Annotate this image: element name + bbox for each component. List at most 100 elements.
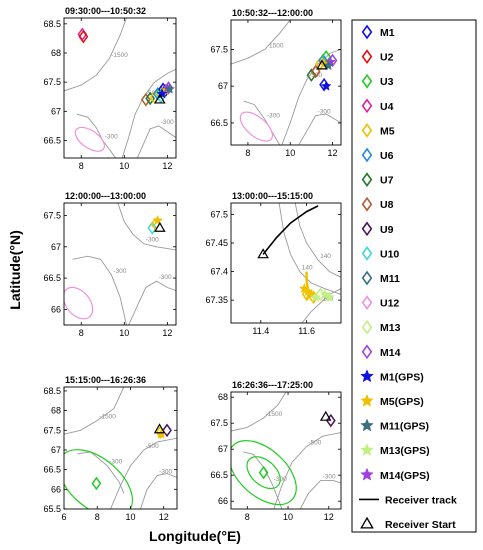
legend-frame <box>351 19 477 533</box>
legend-diamond-icon <box>361 319 373 335</box>
y-tick-label: 67 <box>218 444 228 454</box>
legend-star-icon <box>360 443 374 456</box>
contour-label: -300 <box>159 469 172 476</box>
legend-item: U10 <box>361 246 399 261</box>
legend-item: M13(GPS) <box>360 443 430 457</box>
chart-panel-1: -1500 -500 -300 -300 8 10 12 66.5 67 67.5 68 68.5 09… <box>43 6 177 171</box>
x-tick-label: 8 <box>95 512 100 522</box>
y-tick-label: 68.5 <box>43 386 61 396</box>
y-tick-label: 67.4 <box>210 267 228 277</box>
legend-label: U10 <box>380 248 399 260</box>
bathymetry-contour <box>128 280 176 325</box>
error-ellipse <box>74 126 105 152</box>
gps-star-marker <box>324 291 335 302</box>
y-tick-label: 66.5 <box>43 465 61 475</box>
y-tick-label: 66.5 <box>210 470 228 480</box>
chart-panel-4: 14014016011.411.667.3567.467.4567.513:00… <box>205 191 342 336</box>
y-tick-label: 67 <box>51 445 61 455</box>
legend-item: M14(GPS) <box>360 467 430 482</box>
source-estimate-diamond <box>78 29 89 44</box>
legend-item: U8 <box>361 196 394 212</box>
panels-group: -1500 -500 -300 -300 8 10 12 66.5 67 67.5 6 8 68.5 09… <box>43 6 342 522</box>
bathymetry-contour <box>243 451 283 509</box>
legend-item: Receiver track <box>359 494 457 506</box>
panel-frame <box>230 19 342 146</box>
legend-triangle-icon <box>360 516 374 529</box>
legend-label: M11(GPS) <box>380 421 429 433</box>
legend-label: M1 <box>380 27 395 39</box>
x-tick-label: 6 <box>61 512 66 522</box>
panel-frame <box>230 202 342 324</box>
contour-label: -300 <box>318 109 331 116</box>
contour-label: -1500 <box>111 52 128 59</box>
legend-diamond-icon <box>361 295 373 310</box>
legend-diamond-icon <box>361 246 373 261</box>
bathymetry-contour <box>72 255 127 325</box>
panel-title: 09:30:00---10:50:32 <box>65 6 146 16</box>
legend-item: U2 <box>361 49 394 64</box>
y-tick-label: 67.5 <box>43 211 61 221</box>
source-estimate-diamond <box>91 476 102 491</box>
y-tick-label: 67.5 <box>210 44 228 54</box>
error-ellipse <box>246 456 281 490</box>
x-tick-label: 10 <box>285 148 295 158</box>
contour-label: -300 <box>105 134 118 141</box>
y-tick-label: 67 <box>218 81 228 91</box>
receiver-start-triangle <box>154 93 166 104</box>
error-ellipse <box>64 449 134 509</box>
bathymetry-contour <box>278 203 341 295</box>
bathymetry-contour <box>298 113 341 145</box>
receiver-start-triangle <box>257 248 269 259</box>
panel-frame <box>63 386 178 510</box>
legend-diamond-icon <box>361 73 373 89</box>
legend-item: M5(GPS) <box>360 393 424 408</box>
y-tick-label: 67.5 <box>210 418 228 428</box>
legend-star-icon <box>360 393 374 407</box>
bathymetry-contour <box>299 479 341 509</box>
y-tick-label: 67 <box>51 242 61 252</box>
bathymetry-contour <box>301 288 341 323</box>
contour-label: -300 <box>323 473 336 480</box>
panel-title: 16:26:36---17:25:00 <box>232 380 313 390</box>
receiver-track-line <box>262 205 319 255</box>
y-tick-label: 67 <box>51 106 61 116</box>
x-tick-label: 8 <box>79 161 84 171</box>
x-tick-label: 10 <box>283 512 293 522</box>
legend-star-icon <box>360 467 374 481</box>
bathymetry-contour <box>117 203 176 251</box>
bathymetry-contour <box>139 473 177 509</box>
bathymetry-contour <box>136 125 176 158</box>
contour-label: -500 <box>146 443 159 450</box>
legend-diamond-icon <box>361 123 373 138</box>
gps-star-marker <box>164 83 175 94</box>
bathymetry-contour <box>110 437 177 509</box>
y-tick-label: 68.5 <box>43 19 61 29</box>
x-tick-label: 10 <box>119 161 129 171</box>
legend-item: M1(GPS) <box>360 369 424 383</box>
panel-title: 13:00:00---15:15:00 <box>232 191 313 201</box>
y-tick-label: 65.5 <box>43 504 61 514</box>
x-tick-label: 11.4 <box>252 326 269 336</box>
legend-item: Receiver Start <box>360 516 456 531</box>
legend-label: Receiver Start <box>385 519 456 531</box>
legend-item: M5 <box>361 123 395 138</box>
x-tick-label: 12 <box>162 328 172 338</box>
legend-item: U3 <box>361 73 394 89</box>
y-tick-label: 66.5 <box>210 118 228 128</box>
legend-star-icon <box>360 369 374 383</box>
y-tick-label: 66 <box>51 304 61 314</box>
contour-label: -300 <box>109 459 122 466</box>
legend-label: U8 <box>380 199 394 211</box>
x-tick-label: 11.6 <box>298 326 315 336</box>
legend-label: U7 <box>380 175 394 187</box>
source-estimate-diamond <box>325 413 336 428</box>
legend-diamond-icon <box>361 49 373 64</box>
x-tick-label: 12 <box>328 148 338 158</box>
legend-label: M14 <box>380 347 401 359</box>
panel-frame <box>230 391 342 510</box>
contour-label: -300 <box>159 274 172 281</box>
legend-item: U12 <box>361 295 399 310</box>
legend-label: M5(GPS) <box>380 396 424 408</box>
y-tick-label: 67.5 <box>210 209 228 219</box>
legend-star-icon <box>360 418 374 432</box>
